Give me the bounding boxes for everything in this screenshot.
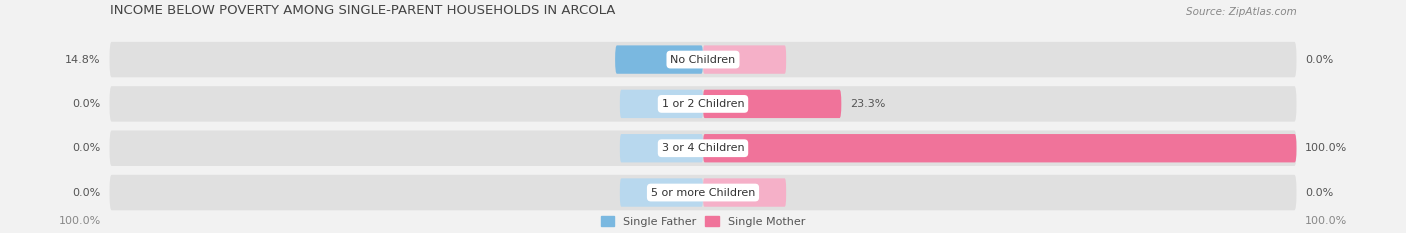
Text: Source: ZipAtlas.com: Source: ZipAtlas.com <box>1185 7 1296 17</box>
Text: 1 or 2 Children: 1 or 2 Children <box>662 99 744 109</box>
Text: 0.0%: 0.0% <box>73 143 101 153</box>
Text: 5 or more Children: 5 or more Children <box>651 188 755 198</box>
Text: 100.0%: 100.0% <box>1305 143 1347 153</box>
FancyBboxPatch shape <box>703 134 1296 162</box>
Text: 3 or 4 Children: 3 or 4 Children <box>662 143 744 153</box>
FancyBboxPatch shape <box>620 178 703 207</box>
Text: 0.0%: 0.0% <box>73 99 101 109</box>
Text: 23.3%: 23.3% <box>851 99 886 109</box>
FancyBboxPatch shape <box>110 86 1296 122</box>
Text: 14.8%: 14.8% <box>65 55 101 65</box>
Legend: Single Father, Single Mother: Single Father, Single Mother <box>600 216 806 227</box>
FancyBboxPatch shape <box>703 90 841 118</box>
Text: No Children: No Children <box>671 55 735 65</box>
FancyBboxPatch shape <box>703 178 786 207</box>
FancyBboxPatch shape <box>620 134 703 162</box>
Text: INCOME BELOW POVERTY AMONG SINGLE-PARENT HOUSEHOLDS IN ARCOLA: INCOME BELOW POVERTY AMONG SINGLE-PARENT… <box>110 4 614 17</box>
FancyBboxPatch shape <box>703 45 786 74</box>
FancyBboxPatch shape <box>110 42 1296 77</box>
FancyBboxPatch shape <box>620 90 703 118</box>
FancyBboxPatch shape <box>614 45 703 74</box>
Text: 100.0%: 100.0% <box>59 216 101 226</box>
Text: 0.0%: 0.0% <box>73 188 101 198</box>
Text: 100.0%: 100.0% <box>1305 216 1347 226</box>
FancyBboxPatch shape <box>110 130 1296 166</box>
Text: 0.0%: 0.0% <box>1305 55 1333 65</box>
FancyBboxPatch shape <box>110 175 1296 210</box>
Text: 0.0%: 0.0% <box>1305 188 1333 198</box>
